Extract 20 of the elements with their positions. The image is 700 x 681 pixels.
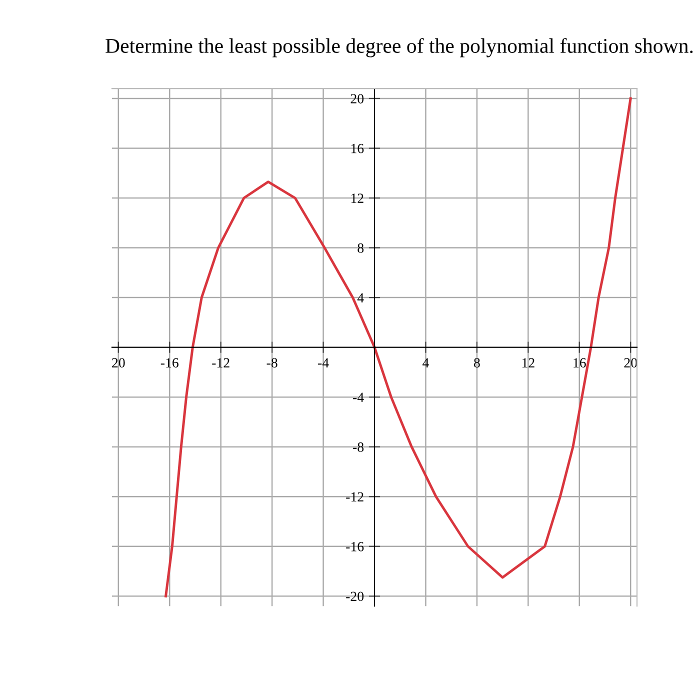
- x-tick-label: -8: [266, 358, 278, 368]
- x-tick-label: 4: [422, 358, 429, 368]
- x-tick-label: -12: [212, 358, 230, 368]
- y-tick-label: 4: [357, 293, 364, 302]
- y-tick-label: 12: [351, 194, 364, 203]
- chart-title: Determine the least possible degree of the polynomial function shown.: [106, 38, 693, 58]
- x-tick-label: 20: [112, 358, 125, 368]
- y-tick-label: 16: [351, 144, 364, 154]
- x-tick-label: 12: [522, 358, 534, 368]
- y-tick-label: -8: [353, 442, 364, 452]
- x-tick-label: -4: [318, 358, 329, 368]
- x-tick-label: 8: [474, 358, 480, 368]
- y-tick-label: 20: [350, 94, 364, 104]
- y-tick-label: -12: [346, 492, 364, 502]
- y-tick-label: -16: [346, 542, 364, 552]
- y-tick-label: 8: [358, 243, 364, 253]
- x-tick-label: -16: [160, 358, 178, 368]
- y-tick-label: -20: [346, 592, 364, 602]
- x-tick-label: 16: [574, 358, 586, 368]
- y-tick-label: -4: [353, 392, 364, 402]
